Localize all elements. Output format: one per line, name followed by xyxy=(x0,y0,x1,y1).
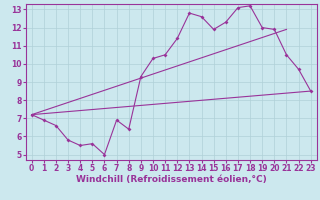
X-axis label: Windchill (Refroidissement éolien,°C): Windchill (Refroidissement éolien,°C) xyxy=(76,175,267,184)
